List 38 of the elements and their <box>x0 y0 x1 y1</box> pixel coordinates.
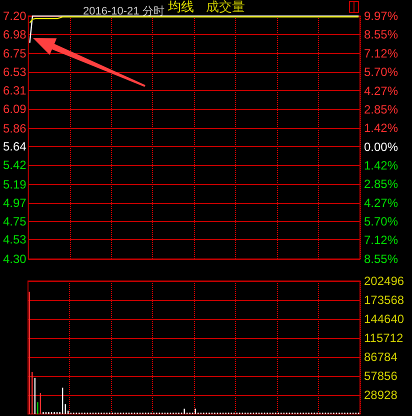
y2-tick-label: 2.85% <box>364 102 398 116</box>
y2-tick-label: 7.12% <box>364 46 398 60</box>
y2-tick-label: 9.97% <box>364 9 398 23</box>
y-tick-label: 202496 <box>364 274 404 288</box>
y2-tick-label: 7.12% <box>364 233 398 248</box>
y-tick-label: 5.42 <box>2 158 27 172</box>
y-tick-label: 4.97 <box>2 196 27 210</box>
y-tick-label: 6.09 <box>2 102 27 116</box>
series-label: 均线 <box>168 0 194 15</box>
chart-title: 2016-10-21 分时 <box>83 4 164 18</box>
y-tick-label: 6.53 <box>2 65 27 80</box>
y-tick-label: 173568 <box>364 293 404 307</box>
y-tick-label: 6.98 <box>2 27 27 42</box>
y2-tick-label: 5.70% <box>364 214 398 229</box>
y2-tick-label: 4.27% <box>364 196 398 210</box>
y-tick-label: 5.19 <box>2 177 27 192</box>
y-tick-label: 4.53 <box>2 232 27 247</box>
y-tick-label: 4.75 <box>2 214 27 228</box>
y-tick-label: 28928 <box>364 388 398 402</box>
y2-tick-label: 1.42% <box>364 121 398 136</box>
y-tick-label: 86784 <box>364 350 398 364</box>
y-tick-label: 57856 <box>364 369 398 383</box>
y-tick-label: 144640 <box>364 312 404 326</box>
y-tick-label: 7.20 <box>2 9 27 23</box>
y-tick-label: 6.31 <box>2 84 27 98</box>
y2-tick-label: 1.42% <box>364 158 398 172</box>
y-tick-label: 6.75 <box>2 46 27 61</box>
y2-tick-label: 5.70% <box>364 65 398 80</box>
y2-tick-label: 4.27% <box>364 84 398 98</box>
y-tick-label: 115712 <box>364 331 404 345</box>
y-tick-label: 5.64 <box>2 140 27 154</box>
y2-tick-label: 8.55% <box>364 28 398 42</box>
y-tick-label: 4.30 <box>2 252 27 266</box>
y2-tick-label: 8.55% <box>364 252 398 266</box>
text: 成交量 <box>206 0 245 15</box>
y-tick-label: 5.86 <box>2 121 27 136</box>
y2-tick-label: 2.85% <box>364 177 398 192</box>
y2-tick-label: 0.00% <box>364 140 398 154</box>
